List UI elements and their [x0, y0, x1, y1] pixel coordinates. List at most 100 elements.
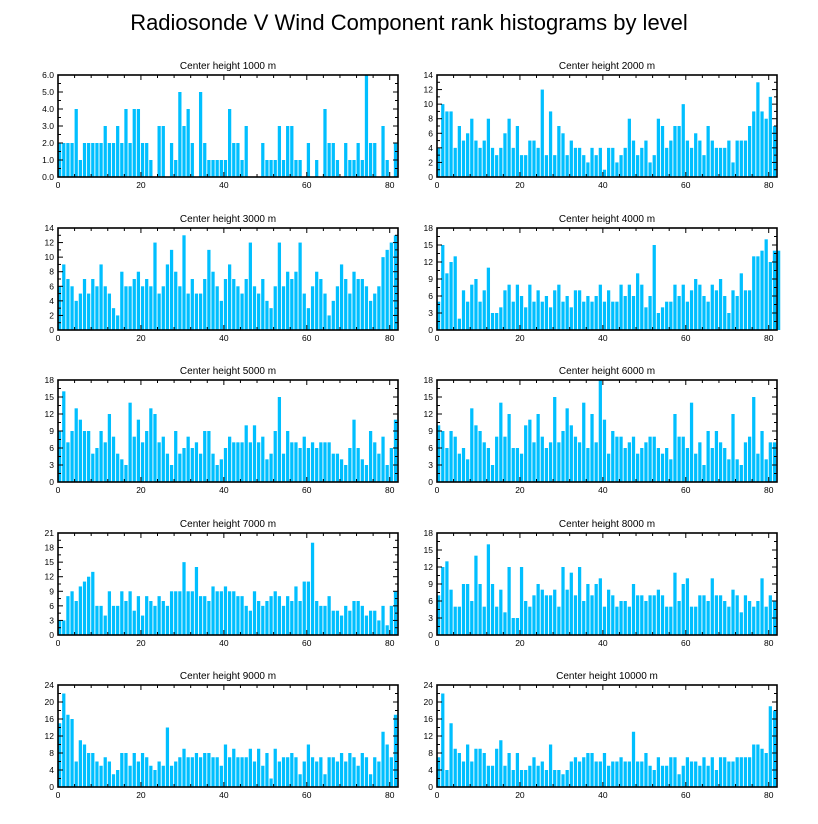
y-tick-label: 0 [428, 172, 433, 182]
histogram-bar [561, 301, 565, 330]
x-tick-label: 80 [764, 790, 774, 800]
histogram-bar [561, 567, 565, 635]
histogram-bar [756, 256, 760, 330]
y-tick-label: 6 [428, 443, 433, 453]
histogram-bar [490, 313, 495, 330]
histogram-bar [652, 770, 656, 787]
histogram-bar [561, 431, 565, 482]
y-tick-label: 0 [49, 630, 54, 640]
histogram-bar [323, 109, 327, 177]
histogram-bar [368, 774, 373, 787]
histogram-bar [335, 453, 340, 482]
histogram-bar [294, 271, 298, 330]
histogram-bar [273, 591, 277, 635]
histogram-bar [544, 595, 549, 635]
histogram-bar [752, 606, 756, 635]
histogram-bar [470, 408, 474, 482]
histogram-bar [145, 143, 149, 177]
y-tick-label: 18 [424, 223, 434, 233]
histogram-bar [286, 757, 290, 787]
histogram-bar [87, 576, 91, 635]
histogram-bar [631, 140, 636, 177]
histogram-panel: Center height 3000 m 0 20 40 60 80 0 2 4 6 8 10 12 14 [45, 214, 399, 343]
y-tick-label: 2.0 [42, 138, 54, 148]
histogram-panel: Center height 6000 m 0 20 40 60 80 0 3 6 9 12 15 18 [424, 366, 778, 495]
histogram-bar [132, 279, 136, 330]
histogram-bar [764, 239, 768, 330]
x-tick-label: 0 [435, 790, 440, 800]
histogram-bar [619, 155, 623, 177]
histogram-bar [74, 601, 78, 635]
histogram-bar [294, 442, 298, 482]
histogram-bar [103, 757, 107, 787]
y-tick-label: 15 [424, 545, 434, 555]
histogram-bar [660, 595, 665, 635]
histogram-bar [120, 271, 124, 330]
histogram-bar [445, 273, 449, 330]
histogram-bar [768, 96, 772, 177]
histogram-bar [644, 140, 648, 177]
histogram-bar [381, 126, 385, 177]
histogram-bar [698, 442, 702, 482]
x-tick-label: 40 [219, 638, 229, 648]
histogram-bar [441, 567, 445, 635]
histogram-bar [503, 133, 507, 177]
histogram-bar [665, 765, 669, 787]
histogram-bar [236, 442, 240, 482]
histogram-bar [165, 727, 170, 787]
histogram-bar [677, 296, 681, 330]
histogram-bar [536, 147, 540, 177]
histogram-bar [528, 606, 532, 635]
histogram-bar [157, 761, 161, 787]
histogram-bar [111, 605, 116, 635]
histogram-bar [82, 581, 87, 635]
histogram-bar [174, 431, 178, 482]
panel-title: Center height 5000 m [180, 366, 276, 377]
histogram-bar [393, 235, 398, 330]
histogram-bar [269, 160, 273, 177]
histogram-bar [586, 296, 590, 330]
y-tick-label: 3 [428, 460, 433, 470]
histogram-bar [706, 301, 710, 330]
histogram-bar [490, 465, 495, 482]
histogram-bar [232, 591, 236, 635]
histogram-bar [377, 453, 381, 482]
histogram-bar [553, 397, 557, 482]
histogram-bar [335, 761, 340, 787]
histogram-bar [582, 757, 586, 787]
histogram-bar [389, 242, 393, 330]
histogram-bar [228, 436, 232, 482]
x-tick-label: 0 [435, 180, 440, 190]
x-tick-label: 20 [515, 790, 525, 800]
histogram-bar [482, 753, 486, 787]
x-tick-label: 0 [435, 485, 440, 495]
histogram-bar [82, 431, 87, 482]
histogram-bar [95, 286, 99, 330]
histogram-bar [373, 293, 377, 330]
histogram-bar [348, 160, 352, 177]
histogram-bar [219, 459, 223, 482]
histogram-bar [772, 710, 777, 787]
panel-title: Center height 8000 m [559, 519, 655, 530]
histogram-bar [515, 753, 520, 787]
histogram-bar [557, 606, 561, 635]
histogram-bar [136, 271, 141, 330]
panel-title: Center height 10000 m [556, 671, 658, 682]
histogram-bar [756, 453, 760, 482]
histogram-bar [590, 147, 594, 177]
histogram-bar [306, 448, 311, 482]
histogram-bar [339, 615, 344, 635]
histogram-bar [673, 757, 677, 787]
histogram-bar [586, 753, 590, 787]
histogram-bar [598, 578, 602, 635]
y-tick-label: 10 [45, 252, 55, 262]
histogram-bar [203, 143, 207, 177]
histogram-bar [532, 140, 536, 177]
histogram-bar [486, 118, 491, 177]
histogram-bar [665, 606, 669, 635]
histogram-bar [611, 147, 615, 177]
y-tick-label: 4 [428, 765, 433, 775]
histogram-bar [120, 459, 124, 482]
histogram-bar [702, 296, 706, 330]
histogram-bar [153, 605, 157, 635]
